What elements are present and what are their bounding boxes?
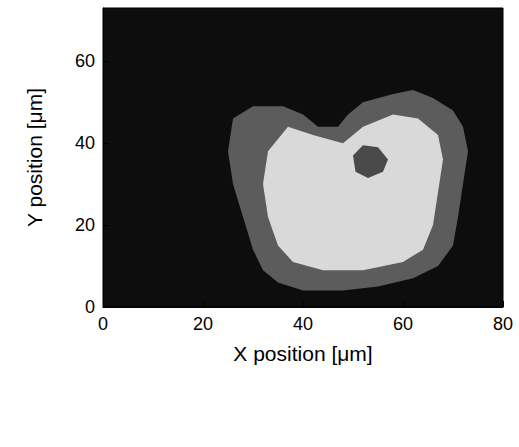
svg-text:0: 0 <box>85 297 95 317</box>
svg-text:20: 20 <box>75 215 95 235</box>
svg-text:Y position [μm]: Y position [μm] <box>23 88 46 227</box>
svg-text:60: 60 <box>393 314 413 334</box>
svg-text:0: 0 <box>98 314 108 334</box>
svg-text:20: 20 <box>193 314 213 334</box>
svg-text:40: 40 <box>293 314 313 334</box>
svg-text:X position [μm]: X position [μm] <box>233 342 372 365</box>
svg-text:60: 60 <box>75 51 95 71</box>
svg-text:40: 40 <box>75 133 95 153</box>
svg-text:80: 80 <box>493 314 513 334</box>
